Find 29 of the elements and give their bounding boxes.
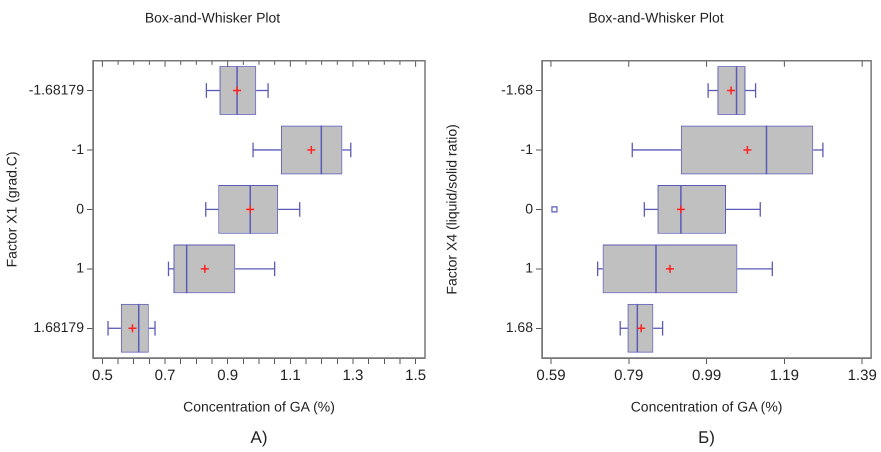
x-tick-label: 1.1 — [280, 367, 301, 384]
y-tick-label: 1 — [76, 260, 84, 276]
chart-title: Box-and-Whisker Plot — [144, 9, 280, 26]
x-tick-label: 0.9 — [217, 367, 238, 384]
x-tick-label: 0.99 — [692, 367, 722, 384]
x-tick-label: 1.5 — [405, 367, 426, 384]
text: А) — [250, 428, 268, 448]
x-tick-label: 1.39 — [848, 367, 877, 384]
y-tick-label: 1.68179 — [33, 319, 84, 336]
y-tick-label: 1 — [525, 260, 534, 276]
x-tick-label: 0.5 — [92, 367, 113, 384]
y-axis-title: Factor X4 (liquid/solid ratio) — [443, 124, 460, 295]
y-axis-title: Factor X1 (grad.C) — [3, 151, 20, 268]
y-tick-label: -1 — [520, 140, 534, 157]
y-tick-label: -1 — [72, 140, 84, 157]
x-axis-title: Concentration of GA (%) — [630, 398, 782, 414]
x-tick-label: 1.19 — [770, 367, 799, 384]
x-tick-label: 1.3 — [342, 367, 364, 384]
x-tick-label: 0.7 — [154, 367, 176, 384]
x-axis-title: Concentration of GA (%) — [183, 398, 335, 414]
text: Б) — [698, 428, 715, 448]
y-tick-label: 1.68 — [506, 319, 534, 336]
y-tick-label: 0 — [76, 200, 84, 216]
x-tick-label: 0.59 — [536, 367, 566, 384]
x-tick-label: 0.79 — [614, 367, 644, 384]
y-tick-label: 0 — [525, 200, 534, 216]
y-tick-label: -1.68179 — [28, 81, 84, 98]
y-tick-label: -1.68 — [501, 81, 534, 98]
chart-title: Box-and-Whisker Plot — [588, 9, 724, 26]
